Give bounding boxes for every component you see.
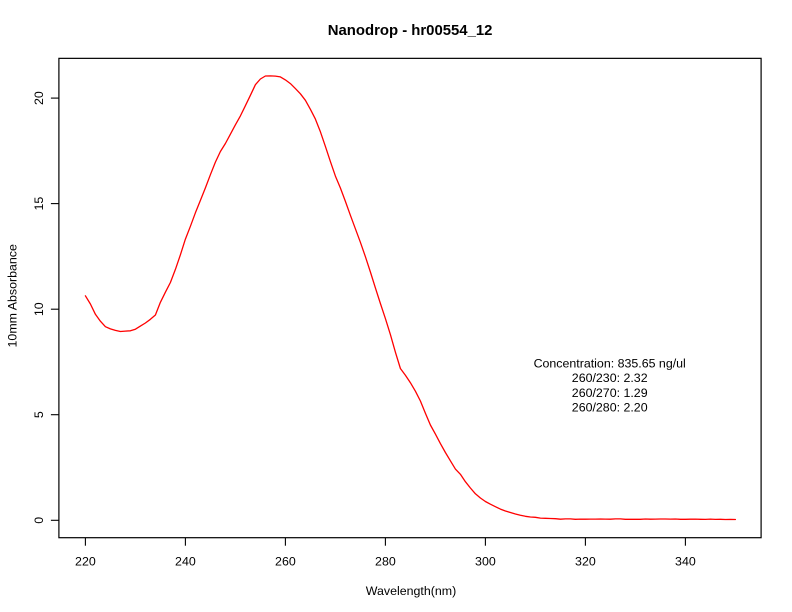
svg-text:15: 15 — [32, 197, 46, 211]
svg-text:5: 5 — [32, 411, 46, 418]
svg-text:220: 220 — [75, 555, 96, 569]
svg-text:260: 260 — [275, 555, 296, 569]
svg-text:10: 10 — [32, 302, 46, 316]
svg-text:340: 340 — [675, 555, 696, 569]
svg-text:260/270: 1.29: 260/270: 1.29 — [572, 386, 648, 400]
svg-text:Nanodrop - hr00554_12: Nanodrop - hr00554_12 — [328, 23, 493, 39]
svg-text:0: 0 — [32, 517, 46, 524]
svg-text:Wavelength(nm): Wavelength(nm) — [366, 584, 456, 598]
svg-text:20: 20 — [32, 91, 46, 105]
svg-text:260/230: 2.32: 260/230: 2.32 — [572, 371, 648, 385]
svg-text:300: 300 — [475, 555, 496, 569]
svg-text:10mm Absorbance: 10mm Absorbance — [6, 244, 20, 347]
svg-text:Concentration: 835.65 ng/ul: Concentration: 835.65 ng/ul — [534, 356, 686, 370]
svg-text:320: 320 — [575, 555, 596, 569]
svg-text:260/280: 2.20: 260/280: 2.20 — [572, 400, 648, 414]
svg-text:240: 240 — [175, 555, 196, 569]
svg-text:280: 280 — [375, 555, 396, 569]
